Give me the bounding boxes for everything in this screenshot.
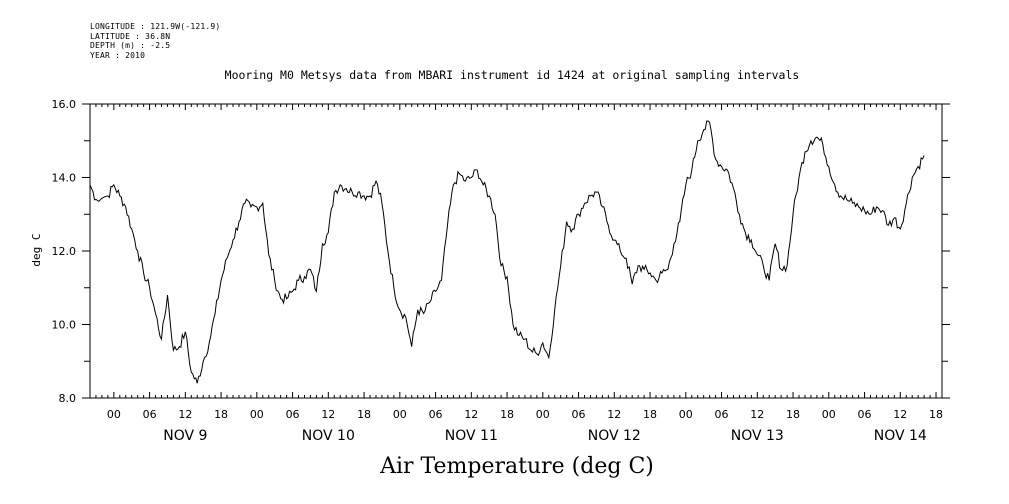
x-tick-label: 06 bbox=[286, 408, 300, 421]
chart-title: Mooring M0 Metsys data from MBARI instru… bbox=[224, 68, 800, 82]
x-tick-label: 06 bbox=[858, 408, 872, 421]
x-tick-label: 06 bbox=[429, 408, 443, 421]
x-day-label: NOV 14 bbox=[874, 428, 927, 444]
y-axis-label: deg C bbox=[30, 233, 43, 266]
x-tick-label: 12 bbox=[464, 408, 478, 421]
x-tick-label: 00 bbox=[822, 408, 836, 421]
x-tick-label: 18 bbox=[357, 408, 371, 421]
depth-text: DEPTH (m) : -2.5 bbox=[90, 41, 171, 50]
x-day-label: NOV 12 bbox=[588, 428, 641, 444]
x-tick-label: 06 bbox=[572, 408, 586, 421]
x-tick-label: 06 bbox=[143, 408, 157, 421]
y-tick-label: 10.0 bbox=[52, 319, 77, 332]
latitude-text: LATITUDE : 36.8N bbox=[90, 31, 171, 41]
x-tick-label: 00 bbox=[250, 408, 264, 421]
x-tick-label: 00 bbox=[679, 408, 693, 421]
y-tick-label: 8.0 bbox=[59, 392, 77, 405]
x-day-label: NOV 13 bbox=[731, 428, 784, 444]
x-tick-label: 12 bbox=[750, 408, 764, 421]
x-tick-label: 18 bbox=[500, 408, 514, 421]
station-metadata: LONGITUDE : 121.9W(-121.9) LATITUDE : 36… bbox=[90, 22, 220, 60]
y-tick-label: 14.0 bbox=[52, 172, 77, 185]
x-tick-label: 00 bbox=[107, 408, 121, 421]
x-tick-label: 12 bbox=[893, 408, 907, 421]
x-tick-label: 18 bbox=[929, 408, 943, 421]
x-tick-label: 18 bbox=[643, 408, 657, 421]
plot-frame bbox=[89, 103, 943, 399]
x-tick-label: 00 bbox=[393, 408, 407, 421]
air-temperature-series-line bbox=[89, 120, 925, 384]
x-tick-label: 00 bbox=[536, 408, 550, 421]
x-day-label: NOV 11 bbox=[445, 428, 498, 444]
longitude-text: LONGITUDE : 121.9W(-121.9) bbox=[90, 22, 221, 31]
x-tick-label: 12 bbox=[178, 408, 192, 421]
x-day-label: NOV 10 bbox=[302, 428, 355, 444]
x-tick-label: 18 bbox=[214, 408, 228, 421]
y-tick-label: 16.0 bbox=[52, 98, 77, 111]
x-tick-label: 06 bbox=[715, 408, 729, 421]
x-axis-label: Air Temperature (deg C) bbox=[380, 454, 654, 479]
y-tick-label: 12.0 bbox=[52, 245, 77, 258]
x-tick-label: 12 bbox=[607, 408, 621, 421]
x-tick-label: 18 bbox=[786, 408, 800, 421]
x-day-label: NOV 9 bbox=[163, 428, 207, 444]
year-text: YEAR : 2010 bbox=[90, 50, 146, 60]
x-tick-label: 12 bbox=[321, 408, 335, 421]
